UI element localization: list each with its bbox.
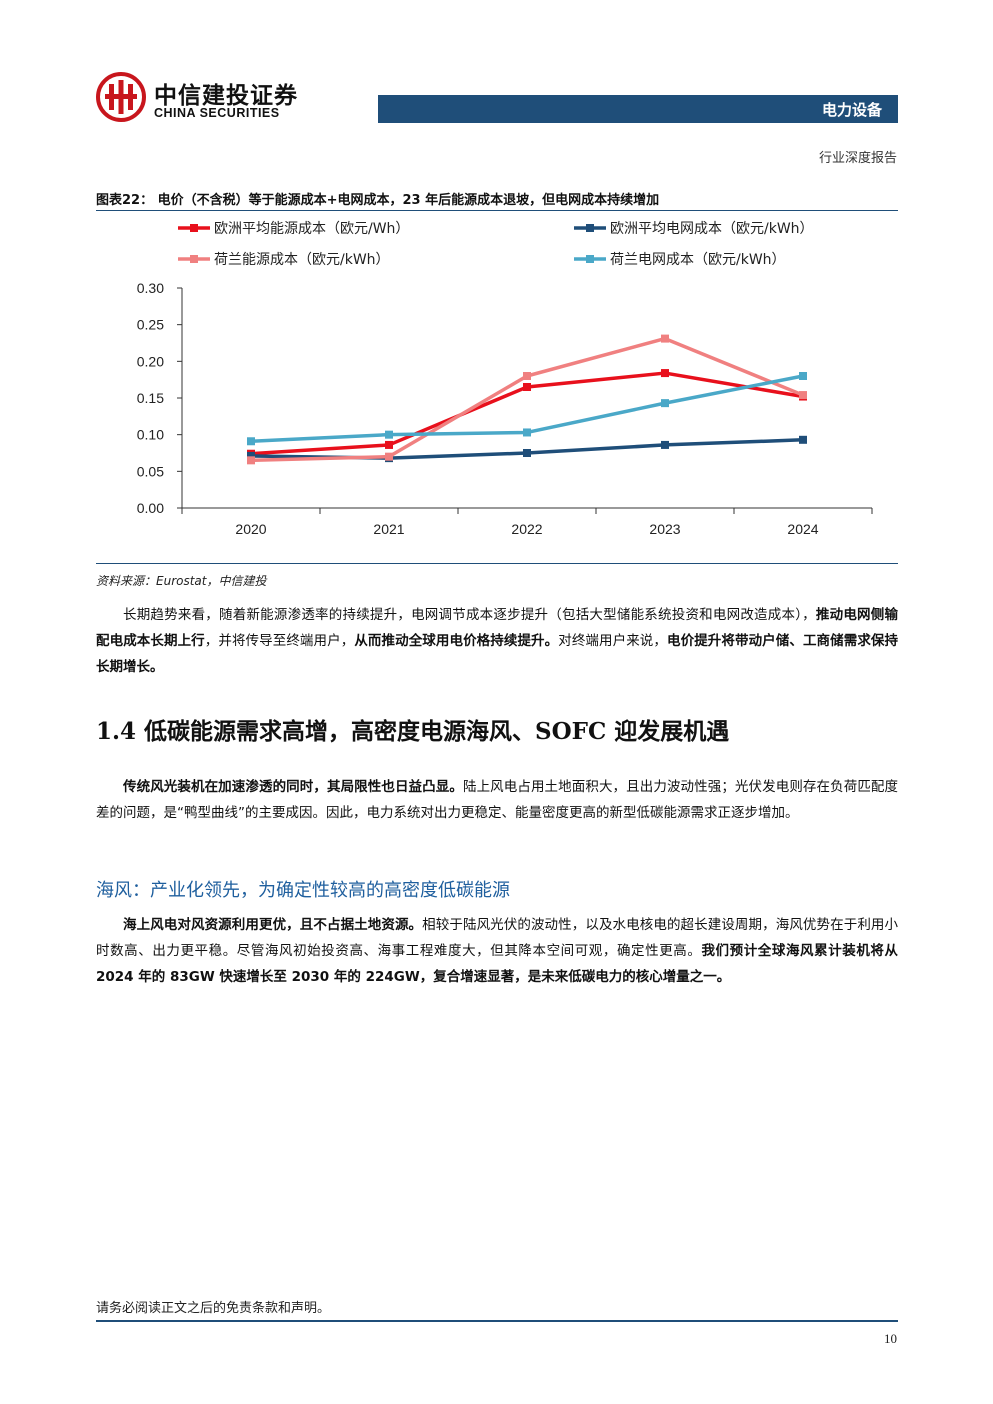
data-point xyxy=(247,451,255,460)
data-point xyxy=(523,449,531,457)
y-tick-label: 0.30 xyxy=(137,280,164,296)
x-tick-label: 2023 xyxy=(649,521,680,537)
data-point xyxy=(799,372,807,380)
p1-text-1: 长期趋势来看，随着新能源渗透率的持续提升，电网调节成本逐步提升（包括大型储能系统… xyxy=(123,607,816,623)
data-point xyxy=(385,440,393,449)
footer-rule xyxy=(96,1320,898,1322)
data-point xyxy=(523,372,531,380)
p2-bold-1: 传统风光装机在加速渗透的同时，其局限性也日益凸显。 xyxy=(123,779,463,795)
p3-bold-2: 我们预计全球海风累计装机将从 2024 年的 83GW 快速增长至 2030 年… xyxy=(96,943,899,985)
y-tick-label: 0.15 xyxy=(137,390,164,406)
line-chart: 0.00 0.05 0.10 0.15 0.20 0.25 0.30 2020 2021 2022… xyxy=(137,221,873,537)
x-tick-label: 2022 xyxy=(511,521,542,537)
p1-bold-2: 从而推动全球用电价格持续提升。 xyxy=(354,633,559,649)
p2-text-1: 陆上风电占用土地面积大，且出力波动性强；光伏发电则存在负荷匹配度差的问题，是“鸭… xyxy=(96,779,899,821)
p1-bold-3: 电价提升将带动户储、工商储需求保持长期增长。 xyxy=(96,633,899,675)
y-tick-label: 0.20 xyxy=(137,353,164,369)
data-point xyxy=(385,452,393,461)
subsection-heading: 海风：产业化领先，为确定性较高的高密度低碳能源 xyxy=(96,880,510,901)
legend-swatch-marker xyxy=(190,224,198,232)
p1-text-3: 对终端用户来说， xyxy=(558,633,667,649)
paragraph-price-trend: 长期趋势来看，随着新能源渗透率的持续提升，电网调节成本逐步提升（包括大型储能系统… xyxy=(96,602,898,680)
brand-name-cn: 中信建投证券 xyxy=(154,83,298,109)
data-point xyxy=(799,435,807,444)
p1-text-2: ，并将传导至终端用户， xyxy=(204,633,355,649)
data-point xyxy=(385,430,393,439)
page-number: 10 xyxy=(884,1331,897,1346)
figure-source: 资料来源：Eurostat，中信建投 xyxy=(96,574,267,588)
section-heading: 1.4 低碳能源需求高增，高密度电源海风、SOFC 迎发展机遇 xyxy=(96,718,730,745)
paragraph-offshore-wind: 海上风电对风资源利用更优，且不占据土地资源。相较于陆风光伏的波动性，以及水电核电… xyxy=(96,912,898,990)
p1-bold-1: 推动电网侧输配电成本长期上行 xyxy=(96,607,898,649)
legend-entry: 荷兰能源成本（欧元/kWh） xyxy=(214,252,390,268)
data-point xyxy=(247,456,255,465)
paragraph-renewable-limits: 传统风光装机在加速渗透的同时，其局限性也日益凸显。陆上风电占用土地面积大，且出力… xyxy=(96,774,898,826)
legend-swatch-marker xyxy=(190,255,198,263)
data-point xyxy=(661,369,669,378)
legend-swatch-marker xyxy=(586,255,594,263)
brand-name-en: CHINA SECURITIES xyxy=(154,106,280,120)
legend-entry: 欧洲平均能源成本（欧元/Wh） xyxy=(214,221,409,237)
figure-top-rule xyxy=(96,210,898,211)
data-point xyxy=(661,440,669,449)
y-tick-label: 0.05 xyxy=(137,463,164,479)
company-logo xyxy=(96,72,146,122)
data-point xyxy=(523,428,531,437)
figure-title: 图表22： 电价（不含税）等于能源成本+电网成本，23 年后能源成本退坡，但电网… xyxy=(96,193,660,208)
disclaimer-note: 请务必阅读正文之后的免责条款和声明。 xyxy=(96,1301,331,1316)
data-point xyxy=(661,334,669,343)
data-point xyxy=(661,399,669,408)
legend-swatch-marker xyxy=(586,224,594,232)
legend-entry: 欧洲平均电网成本（欧元/kWh） xyxy=(610,221,814,237)
p3-bold-1: 海上风电对风资源利用更优，且不占据土地资源。 xyxy=(123,917,423,933)
y-tick-label: 0.00 xyxy=(137,500,164,516)
x-tick-label: 2024 xyxy=(787,521,818,537)
figure-bottom-rule xyxy=(96,563,898,564)
report-type: 行业深度报告 xyxy=(818,151,897,166)
y-tick-label: 0.10 xyxy=(137,427,164,443)
x-tick-label: 2021 xyxy=(373,521,404,537)
data-point xyxy=(247,437,255,446)
x-tick-label: 2020 xyxy=(235,521,266,537)
data-point xyxy=(523,383,531,391)
p3-text-1: 相较于陆风光伏的波动性，以及水电核电的超长建设周期，海风优势在于利用小时数高、出… xyxy=(96,917,899,959)
y-tick-label: 0.25 xyxy=(137,317,164,333)
data-point xyxy=(799,391,807,400)
legend-entry: 荷兰电网成本（欧元/kWh） xyxy=(610,252,786,268)
header-bar: 电力设备 xyxy=(378,95,898,123)
sector-label: 电力设备 xyxy=(821,101,882,119)
